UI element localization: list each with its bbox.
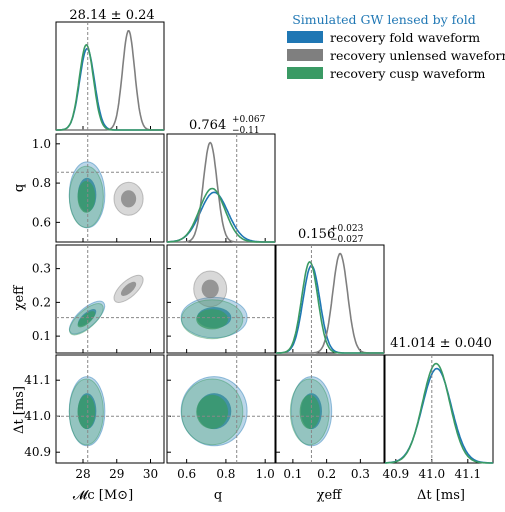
marginal-curve bbox=[276, 252, 384, 354]
y-tick-label: 0.1 bbox=[32, 329, 51, 343]
contour-inner bbox=[196, 394, 229, 429]
marginal-curve bbox=[56, 30, 164, 131]
marginal-curve bbox=[56, 43, 164, 131]
panel-frame bbox=[166, 354, 276, 464]
xlabel-mc: 𝓜c [M⊙] bbox=[73, 488, 133, 503]
marginal-curve bbox=[384, 367, 494, 464]
contour-layer bbox=[180, 376, 248, 447]
title-mc: 28.14 ± 0.24 bbox=[69, 8, 154, 23]
contour-inner bbox=[77, 311, 96, 328]
y-tick-label: 0.3 bbox=[32, 262, 51, 276]
legend-label-fold: recovery fold waveform bbox=[330, 30, 480, 45]
legend-swatch-cusp bbox=[287, 67, 323, 79]
x-tick-label: 41.1 bbox=[454, 467, 481, 481]
panel-frame bbox=[55, 133, 165, 243]
x-tick-label: 0.1 bbox=[283, 467, 302, 481]
title-chi: 0.156 +0.023 −0.027 bbox=[298, 224, 364, 245]
legend: Simulated GW lensed by fold recovery fol… bbox=[287, 12, 505, 81]
x-tick-label: 28 bbox=[75, 467, 90, 481]
panel-frame bbox=[55, 244, 165, 354]
xlabel-chi: χeff bbox=[317, 488, 344, 503]
contour-layer bbox=[68, 161, 144, 229]
x-tick-label: 30 bbox=[143, 467, 158, 481]
ylabel-q: q bbox=[12, 184, 27, 192]
contour-inner bbox=[77, 180, 96, 213]
corner-panels: 40.9 41.0 41.1 0.6 0.8 1.0 0.1 0.2 0.3 28 29 30 40.9… bbox=[24, 21, 494, 481]
x-tick-label: 0.8 bbox=[216, 467, 235, 481]
contour-inner bbox=[120, 190, 137, 208]
x-tick-label: 40.9 bbox=[382, 467, 409, 481]
legend-label-cusp: recovery cusp waveform bbox=[330, 66, 486, 81]
title-q-sub: −0.11 bbox=[232, 126, 260, 136]
contour-inner bbox=[196, 309, 229, 330]
ylabel-dt: Δt [ms] bbox=[12, 386, 27, 434]
marginal-curve bbox=[167, 187, 275, 243]
title-chi-main: 0.156 bbox=[298, 227, 335, 242]
contour-inner bbox=[120, 281, 137, 296]
title-chi-sub: −0.027 bbox=[330, 235, 364, 245]
panel-frame bbox=[55, 21, 165, 131]
legend-swatch-unlensed bbox=[287, 49, 323, 61]
contour-layer bbox=[68, 376, 106, 447]
y-tick-label: 1.0 bbox=[32, 137, 51, 151]
legend-title: Simulated GW lensed by fold bbox=[292, 12, 476, 27]
legend-swatch-fold bbox=[287, 31, 323, 43]
y-tick-label: 0.8 bbox=[32, 176, 51, 190]
xlabel-q: q bbox=[214, 488, 222, 503]
y-tick-label: 0.6 bbox=[32, 215, 51, 229]
panel-frame bbox=[275, 244, 385, 354]
marginal-curve bbox=[385, 362, 493, 464]
contour-layer bbox=[180, 270, 248, 340]
y-tick-label: 41.0 bbox=[24, 409, 51, 423]
panel-frame bbox=[166, 244, 276, 354]
x-tick-label: 0.3 bbox=[351, 467, 370, 481]
contour-inner bbox=[77, 394, 96, 429]
contour-layer bbox=[68, 274, 144, 336]
title-q: 0.764 +0.067 −0.11 bbox=[189, 115, 266, 136]
x-tick-label: 1.0 bbox=[256, 467, 275, 481]
title-chi-sup: +0.023 bbox=[330, 224, 364, 234]
y-tick-label: 0.2 bbox=[32, 295, 51, 309]
x-tick-label: 0.2 bbox=[317, 467, 336, 481]
title-q-main: 0.764 bbox=[189, 118, 226, 133]
title-q-sup: +0.067 bbox=[232, 115, 266, 125]
contour-inner bbox=[201, 279, 219, 299]
y-tick-label: 40.9 bbox=[24, 445, 51, 459]
x-tick-label: 29 bbox=[109, 467, 124, 481]
x-tick-label: 0.6 bbox=[177, 467, 196, 481]
title-dt: 41.014 ± 0.040 bbox=[390, 336, 492, 351]
panel-frame bbox=[55, 354, 165, 464]
contour-inner bbox=[299, 394, 320, 429]
y-tick-label: 41.1 bbox=[24, 373, 51, 387]
marginal-curve bbox=[276, 261, 384, 354]
xlabel-dt: Δt [ms] bbox=[417, 488, 465, 503]
ylabel-chi: χeff bbox=[12, 284, 27, 311]
panel-frame bbox=[166, 133, 276, 243]
legend-label-unlensed: recovery unlensed waveform bbox=[330, 48, 505, 63]
panel-frame bbox=[384, 354, 494, 464]
marginal-curve bbox=[167, 141, 275, 243]
x-tick-label: 41.0 bbox=[418, 467, 445, 481]
panel-frame bbox=[275, 354, 385, 464]
contour-layer bbox=[289, 376, 333, 447]
